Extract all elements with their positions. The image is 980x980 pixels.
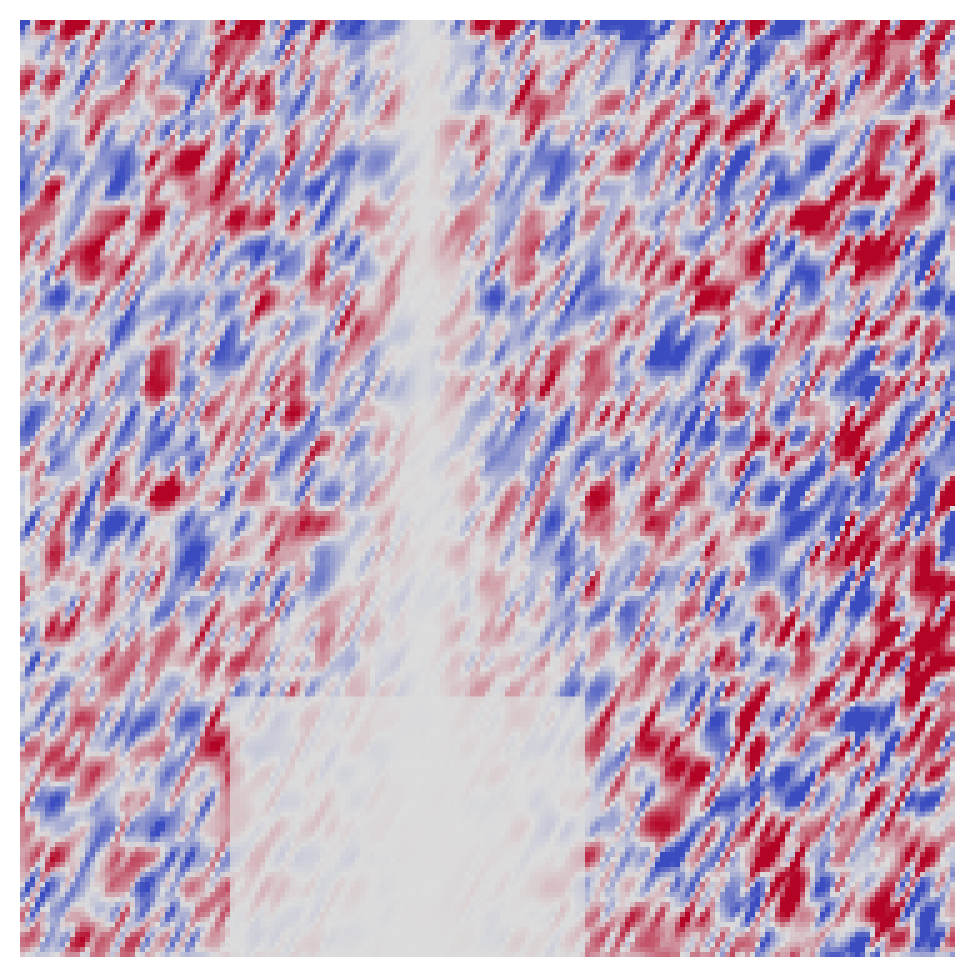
heatmap-panel	[20, 20, 955, 957]
heatmap-image	[20, 20, 955, 957]
